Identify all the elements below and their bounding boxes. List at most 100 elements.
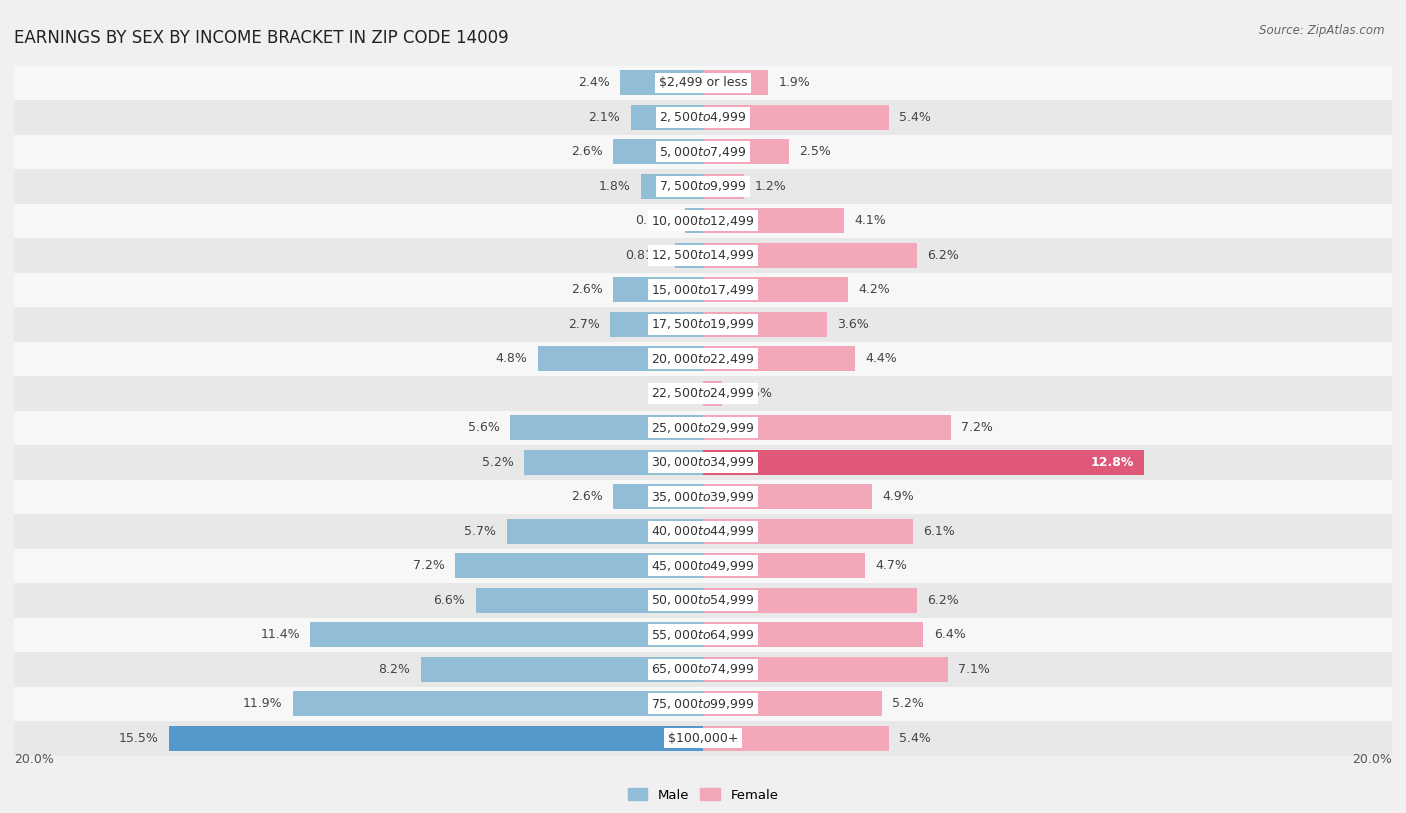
Text: $12,500 to $14,999: $12,500 to $14,999 bbox=[651, 248, 755, 263]
Text: 2.5%: 2.5% bbox=[800, 146, 831, 159]
Bar bbox=[14, 238, 1392, 272]
Bar bbox=[506, 519, 703, 544]
Bar bbox=[613, 485, 703, 509]
Text: 12.8%: 12.8% bbox=[1090, 456, 1133, 469]
Text: 4.9%: 4.9% bbox=[882, 490, 914, 503]
Bar bbox=[703, 139, 789, 164]
Text: EARNINGS BY SEX BY INCOME BRACKET IN ZIP CODE 14009: EARNINGS BY SEX BY INCOME BRACKET IN ZIP… bbox=[14, 29, 509, 47]
Bar bbox=[703, 105, 889, 130]
Bar bbox=[703, 346, 855, 372]
Text: 6.4%: 6.4% bbox=[934, 628, 966, 641]
Text: 4.7%: 4.7% bbox=[875, 559, 907, 572]
Bar bbox=[14, 549, 1392, 583]
Bar bbox=[14, 721, 1392, 755]
Bar bbox=[14, 66, 1392, 100]
Text: 2.4%: 2.4% bbox=[578, 76, 610, 89]
Text: $65,000 to $74,999: $65,000 to $74,999 bbox=[651, 663, 755, 676]
Bar bbox=[14, 618, 1392, 652]
Bar bbox=[14, 272, 1392, 307]
Bar bbox=[675, 243, 703, 267]
Text: 1.2%: 1.2% bbox=[755, 180, 786, 193]
Bar bbox=[613, 277, 703, 302]
Bar bbox=[456, 554, 703, 578]
Text: 6.2%: 6.2% bbox=[927, 249, 959, 262]
Bar bbox=[703, 243, 917, 267]
Text: 2.6%: 2.6% bbox=[571, 146, 603, 159]
Text: 4.1%: 4.1% bbox=[855, 215, 886, 228]
Text: $75,000 to $99,999: $75,000 to $99,999 bbox=[651, 697, 755, 711]
Bar bbox=[169, 726, 703, 750]
Text: Source: ZipAtlas.com: Source: ZipAtlas.com bbox=[1260, 24, 1385, 37]
Bar bbox=[703, 312, 827, 337]
Text: $2,499 or less: $2,499 or less bbox=[659, 76, 747, 89]
Bar bbox=[703, 381, 721, 406]
Text: $17,500 to $19,999: $17,500 to $19,999 bbox=[651, 317, 755, 332]
Bar bbox=[685, 208, 703, 233]
Text: 20.0%: 20.0% bbox=[1353, 753, 1392, 766]
Bar bbox=[703, 554, 865, 578]
Bar bbox=[14, 203, 1392, 238]
Text: 7.1%: 7.1% bbox=[957, 663, 990, 676]
Bar bbox=[703, 450, 1144, 475]
Bar bbox=[703, 71, 769, 95]
Text: 5.6%: 5.6% bbox=[468, 421, 499, 434]
Legend: Male, Female: Male, Female bbox=[623, 783, 783, 807]
Bar bbox=[14, 445, 1392, 480]
Text: 0.52%: 0.52% bbox=[636, 215, 675, 228]
Text: $40,000 to $44,999: $40,000 to $44,999 bbox=[651, 524, 755, 538]
Text: 1.8%: 1.8% bbox=[599, 180, 631, 193]
Bar bbox=[703, 657, 948, 682]
Bar bbox=[14, 652, 1392, 687]
Text: 2.7%: 2.7% bbox=[568, 318, 599, 331]
Bar bbox=[420, 657, 703, 682]
Text: $25,000 to $29,999: $25,000 to $29,999 bbox=[651, 421, 755, 435]
Bar bbox=[703, 623, 924, 647]
Text: 0.55%: 0.55% bbox=[733, 387, 772, 400]
Text: $15,000 to $17,499: $15,000 to $17,499 bbox=[651, 283, 755, 297]
Bar bbox=[14, 687, 1392, 721]
Bar bbox=[311, 623, 703, 647]
Bar bbox=[14, 480, 1392, 514]
Bar bbox=[703, 277, 848, 302]
Bar bbox=[703, 691, 882, 716]
Text: 11.9%: 11.9% bbox=[243, 698, 283, 711]
Text: 5.4%: 5.4% bbox=[900, 111, 931, 124]
Text: 8.2%: 8.2% bbox=[378, 663, 411, 676]
Bar bbox=[14, 307, 1392, 341]
Bar bbox=[14, 100, 1392, 134]
Bar bbox=[703, 485, 872, 509]
Text: 2.6%: 2.6% bbox=[571, 283, 603, 296]
Bar bbox=[703, 726, 889, 750]
Bar bbox=[641, 174, 703, 198]
Text: 11.4%: 11.4% bbox=[260, 628, 299, 641]
Bar bbox=[703, 174, 744, 198]
Bar bbox=[524, 450, 703, 475]
Text: $7,500 to $9,999: $7,500 to $9,999 bbox=[659, 180, 747, 193]
Text: 7.2%: 7.2% bbox=[962, 421, 993, 434]
Text: $22,500 to $24,999: $22,500 to $24,999 bbox=[651, 386, 755, 400]
Text: 2.6%: 2.6% bbox=[571, 490, 603, 503]
Bar bbox=[14, 341, 1392, 376]
Text: 6.2%: 6.2% bbox=[927, 593, 959, 606]
Bar bbox=[14, 583, 1392, 618]
Bar bbox=[292, 691, 703, 716]
Bar bbox=[631, 105, 703, 130]
Bar bbox=[14, 169, 1392, 203]
Bar bbox=[610, 312, 703, 337]
Text: 6.1%: 6.1% bbox=[924, 525, 955, 538]
Bar bbox=[703, 588, 917, 613]
Bar bbox=[510, 415, 703, 440]
Bar bbox=[703, 208, 844, 233]
Text: $35,000 to $39,999: $35,000 to $39,999 bbox=[651, 489, 755, 504]
Text: $30,000 to $34,999: $30,000 to $34,999 bbox=[651, 455, 755, 469]
Text: 6.6%: 6.6% bbox=[433, 593, 465, 606]
Bar bbox=[14, 514, 1392, 549]
Bar bbox=[620, 71, 703, 95]
Text: $5,000 to $7,499: $5,000 to $7,499 bbox=[659, 145, 747, 159]
Text: 3.6%: 3.6% bbox=[838, 318, 869, 331]
Bar bbox=[14, 134, 1392, 169]
Text: 5.2%: 5.2% bbox=[893, 698, 924, 711]
Text: 0.0%: 0.0% bbox=[661, 387, 693, 400]
Text: 4.8%: 4.8% bbox=[495, 352, 527, 365]
Bar bbox=[14, 376, 1392, 411]
